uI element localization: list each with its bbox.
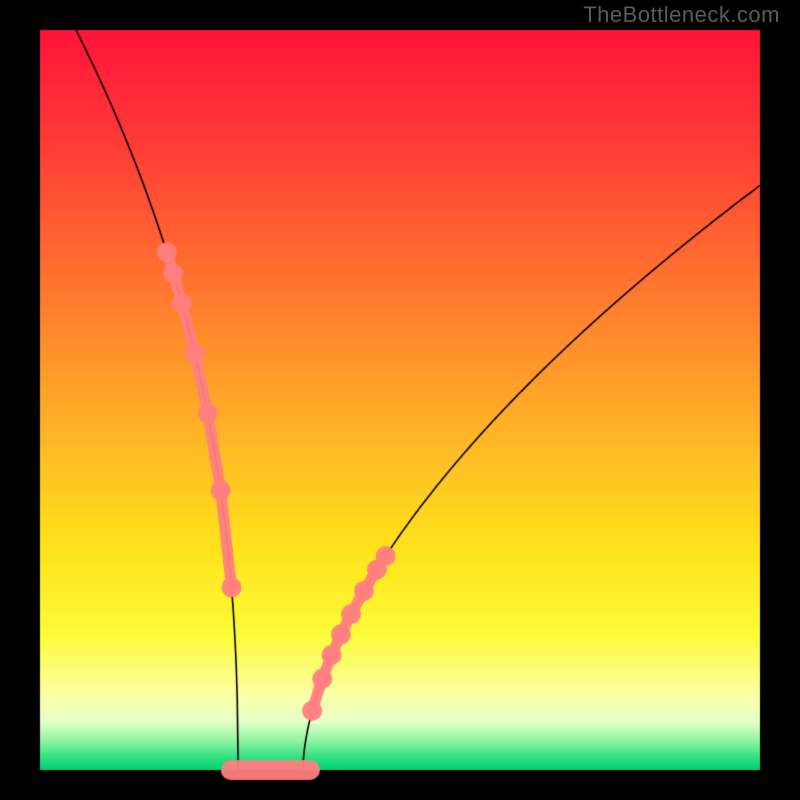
watermark-label: TheBottleneck.com: [583, 2, 780, 28]
chart-stage: TheBottleneck.com: [0, 0, 800, 800]
bottleneck-chart-canvas: [0, 0, 800, 800]
